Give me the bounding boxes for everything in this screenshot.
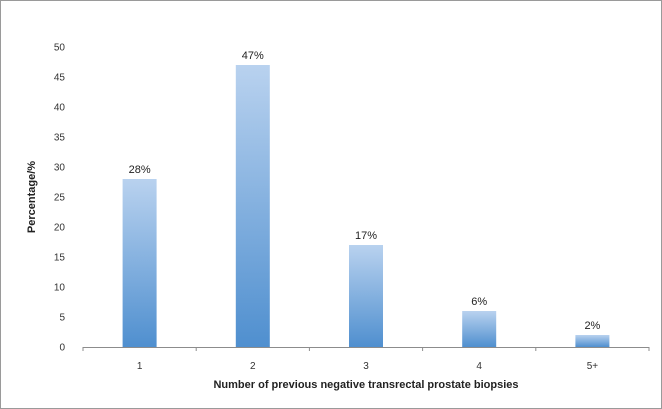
- data-label: 6%: [471, 296, 487, 308]
- y-tick-label: 15: [54, 253, 66, 264]
- y-tick-label: 0: [59, 343, 65, 354]
- y-tick-label: 50: [54, 43, 66, 54]
- bar: [235, 65, 270, 347]
- y-tick-label: 30: [54, 163, 66, 174]
- data-label: 17%: [355, 230, 377, 242]
- y-tick-label: 40: [54, 103, 66, 114]
- x-tick-label: 4: [476, 361, 482, 372]
- x-tick-label: 3: [363, 361, 369, 372]
- data-labels: 28% 47% 17% 6% 2%: [129, 50, 601, 332]
- y-tick-label: 10: [54, 283, 66, 294]
- y-tick-label: 5: [59, 313, 65, 324]
- y-tick-label: 25: [54, 193, 66, 204]
- x-tick-label: 1: [137, 361, 143, 372]
- x-axis-title: Number of previous negative transrectal …: [213, 379, 518, 391]
- data-label: 47%: [242, 50, 264, 62]
- bars: [122, 65, 610, 347]
- bar: [349, 245, 383, 347]
- y-tick-label: 20: [54, 223, 66, 234]
- data-label: 2%: [584, 320, 600, 332]
- y-axis-ticks: 0 5 10 15 20 25 30 35 40 45 50: [54, 43, 66, 354]
- x-axis-ticks: 1 2 3 4 5+: [82, 347, 650, 372]
- x-tick-label: 2: [250, 361, 256, 372]
- y-tick-label: 35: [54, 133, 66, 144]
- data-label: 28%: [129, 164, 151, 176]
- y-axis-title: Percentage/%: [26, 161, 38, 233]
- y-tick-label: 45: [54, 73, 66, 84]
- bar: [575, 335, 610, 347]
- bar: [462, 311, 497, 347]
- bar: [122, 179, 157, 347]
- x-tick-label: 5+: [587, 361, 599, 372]
